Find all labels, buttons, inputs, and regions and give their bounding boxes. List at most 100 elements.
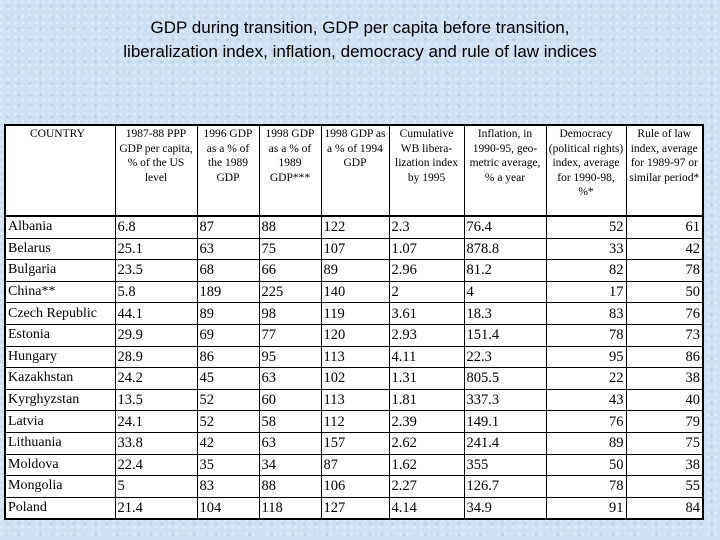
table-row: Hungary 28.9 86 95 113 4.11 22.3 95 86: [4, 345, 704, 369]
table-cell: 66: [258, 259, 322, 282]
table-cell: 89: [320, 259, 390, 282]
table-cell: 88: [258, 475, 322, 498]
table-cell: 189: [196, 280, 260, 304]
table-cell: 2: [388, 280, 465, 304]
country-name-cell: Estonia: [4, 323, 116, 347]
table-cell: 76: [545, 410, 627, 433]
table-cell: 18.3: [463, 302, 547, 325]
column-header: Rule of law index, average for 1989-97 o…: [625, 124, 704, 217]
table-row: Poland 21.4 104 118 127 4.14 34.9 91 84: [4, 496, 704, 520]
table-cell: 50: [545, 453, 627, 477]
table-cell: 35: [196, 453, 260, 477]
table-cell: 1.31: [388, 367, 465, 390]
table-cell: 112: [320, 410, 390, 433]
table-row: Estonia 29.9 69 77 120 2.93 151.4 78 73: [4, 323, 704, 347]
table-cell: 120: [320, 323, 390, 347]
table-cell: 2.39: [388, 410, 465, 433]
country-name-cell: Kyrghyzstan: [4, 388, 116, 412]
table-cell: 38: [625, 453, 704, 477]
country-name-cell: Poland: [4, 496, 116, 520]
table-cell: 33.8: [114, 431, 198, 455]
table-cell: 2.3: [388, 215, 465, 239]
country-name-cell: Latvia: [4, 410, 116, 433]
country-name-cell: Kazakhstan: [4, 367, 116, 390]
table-cell: 122: [320, 215, 390, 239]
table-row: Mongolia 5 83 88 106 2.27 126.7 78 55: [4, 475, 704, 498]
table-cell: 102: [320, 367, 390, 390]
table-cell: 126.7: [463, 475, 547, 498]
table-row: Belarus 25.1 63 75 107 1.07 878.8 33 42: [4, 237, 704, 261]
table-cell: 89: [196, 302, 260, 325]
table-cell: 17: [545, 280, 627, 304]
table-cell: 22: [545, 367, 627, 390]
table-row: China** 5.8 189 225 140 2 4 17 50: [4, 280, 704, 304]
table-cell: 22.3: [463, 345, 547, 369]
column-header: 1998 GDP as a % of 1989 GDP***: [258, 124, 322, 217]
table-cell: 52: [196, 410, 260, 433]
table-cell: 21.4: [114, 496, 198, 520]
table-cell: 2.93: [388, 323, 465, 347]
column-header: COUNTRY: [4, 124, 116, 217]
table-cell: 29.9: [114, 323, 198, 347]
country-name-cell: Moldova: [4, 453, 116, 477]
table-cell: 78: [545, 475, 627, 498]
table-cell: 76.4: [463, 215, 547, 239]
table-cell: 95: [545, 345, 627, 369]
table-cell: 88: [258, 215, 322, 239]
table-cell: 4: [463, 280, 547, 304]
table-cell: 24.2: [114, 367, 198, 390]
column-header: Democracy (political rights) index, aver…: [545, 124, 627, 217]
country-name-cell: China**: [4, 280, 116, 304]
table-cell: 98: [258, 302, 322, 325]
table-cell: 119: [320, 302, 390, 325]
table-cell: 81.2: [463, 259, 547, 282]
table-cell: 149.1: [463, 410, 547, 433]
table-cell: 113: [320, 388, 390, 412]
table-cell: 83: [545, 302, 627, 325]
table-cell: 89: [545, 431, 627, 455]
table-cell: 75: [625, 431, 704, 455]
table-cell: 241.4: [463, 431, 547, 455]
table-cell: 86: [625, 345, 704, 369]
table-header-row: COUNTRY 1987-88 PPP GDP per capita, % of…: [4, 124, 704, 217]
table-cell: 4.14: [388, 496, 465, 520]
table-cell: 83: [196, 475, 260, 498]
table-cell: 50: [625, 280, 704, 304]
table-row: Lithuania 33.8 42 63 157 2.62 241.4 89 75: [4, 431, 704, 455]
table-cell: 3.61: [388, 302, 465, 325]
table-cell: 5.8: [114, 280, 198, 304]
table-cell: 140: [320, 280, 390, 304]
column-header: Inflation, in 1990-95, geo-metric averag…: [463, 124, 547, 217]
table-row: Kazakhstan 24.2 45 63 102 1.31 805.5 22 38: [4, 367, 704, 390]
table-cell: 63: [258, 431, 322, 455]
table-cell: 52: [196, 388, 260, 412]
data-table: COUNTRY 1987-88 PPP GDP per capita, % of…: [4, 124, 704, 521]
table-cell: 1.81: [388, 388, 465, 412]
table-cell: 107: [320, 237, 390, 261]
table-cell: 225: [258, 280, 322, 304]
table-cell: 75: [258, 237, 322, 261]
table-cell: 2.27: [388, 475, 465, 498]
table-cell: 40: [625, 388, 704, 412]
table-cell: 5: [114, 475, 198, 498]
table-cell: 63: [258, 367, 322, 390]
table-cell: 44.1: [114, 302, 198, 325]
country-name-cell: Lithuania: [4, 431, 116, 455]
table-cell: 55: [625, 475, 704, 498]
column-header: Cumulative WB libera-lization index by 1…: [388, 124, 465, 217]
table-cell: 86: [196, 345, 260, 369]
table-cell: 77: [258, 323, 322, 347]
table-cell: 87: [320, 453, 390, 477]
table-cell: 42: [196, 431, 260, 455]
table-cell: 1.62: [388, 453, 465, 477]
table-cell: 878.8: [463, 237, 547, 261]
table-row: Latvia 24.1 52 58 112 2.39 149.1 76 79: [4, 410, 704, 433]
table-cell: 113: [320, 345, 390, 369]
table-row: Kyrghyzstan 13.5 52 60 113 1.81 337.3 43 40: [4, 388, 704, 412]
table-cell: 118: [258, 496, 322, 520]
table-row: Moldova 22.4 35 34 87 1.62 355 50 38: [4, 453, 704, 477]
table-cell: 95: [258, 345, 322, 369]
table-row: Albania 6.8 87 88 122 2.3 76.4 52 61: [4, 215, 704, 239]
table-cell: 38: [625, 367, 704, 390]
country-name-cell: Mongolia: [4, 475, 116, 498]
